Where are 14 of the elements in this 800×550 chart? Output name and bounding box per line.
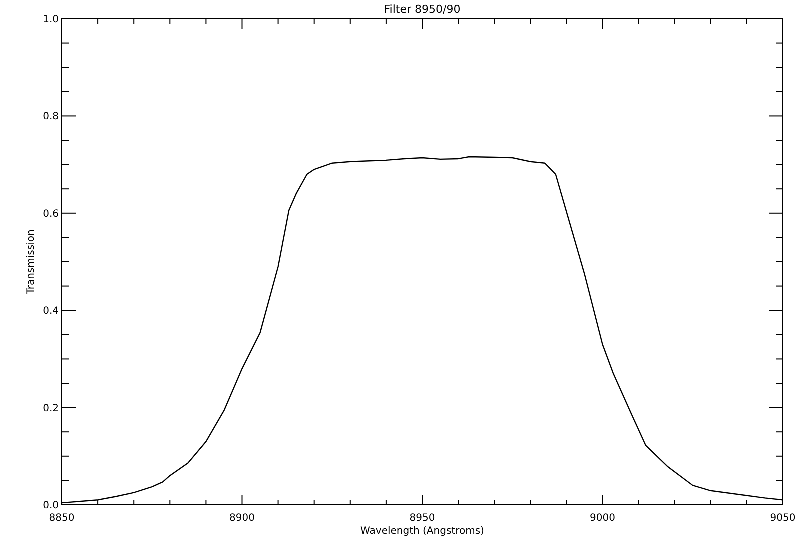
y-tick-label: 1.0 (43, 14, 59, 26)
y-axis-title: Transmission (26, 230, 37, 296)
x-axis-title: Wavelength (Angstroms) (360, 526, 485, 537)
y-tick-label: 0.0 (43, 500, 59, 512)
y-tick-label: 0.4 (43, 306, 59, 318)
y-tick-label: 0.6 (43, 208, 59, 220)
chart-title: Filter 8950/90 (384, 3, 461, 16)
x-tick-label: 9000 (590, 513, 616, 524)
y-tick-label: 0.8 (43, 112, 59, 123)
x-tick-label: 9050 (770, 513, 796, 524)
x-tick-label: 8950 (410, 513, 436, 524)
y-tick-label: 0.2 (43, 403, 59, 414)
x-tick-label: 8900 (230, 513, 255, 524)
x-tick-label: 8850 (49, 513, 75, 524)
